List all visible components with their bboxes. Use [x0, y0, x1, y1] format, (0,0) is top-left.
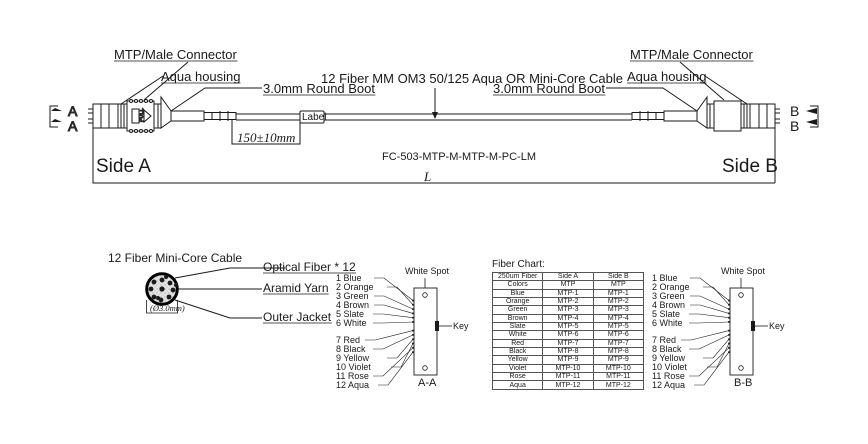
svg-text:PULL: PULL [139, 107, 145, 122]
svg-text:12 Fiber Mini-Core Cable: 12 Fiber Mini-Core Cable [108, 251, 242, 265]
svg-text:Label: Label [302, 112, 326, 123]
svg-text:150±10mm: 150±10mm [237, 130, 295, 145]
svg-text:Outer Jacket: Outer Jacket [263, 310, 332, 324]
svg-text:6 White: 6 White [336, 318, 367, 328]
svg-text:White Spot: White Spot [405, 266, 450, 276]
svg-text:MTP/Male Connector: MTP/Male Connector [114, 47, 237, 62]
svg-text:L: L [423, 169, 431, 184]
svg-text:3.0mm Round Boot: 3.0mm Round Boot [493, 81, 605, 96]
svg-text:Aqua housing: Aqua housing [627, 69, 707, 84]
svg-text:Aqua housing: Aqua housing [161, 69, 241, 84]
svg-text:A-A: A-A [418, 377, 437, 389]
svg-text:(Ø3.0mm): (Ø3.0mm) [150, 303, 185, 313]
svg-text:A: A [68, 103, 78, 119]
svg-text:Fiber Chart:: Fiber Chart: [492, 259, 545, 270]
svg-text:Side B: Side B [722, 156, 778, 177]
svg-text:Key: Key [453, 321, 469, 331]
svg-text:Side A: Side A [96, 156, 151, 177]
svg-text:MTP/Male Connector: MTP/Male Connector [630, 47, 753, 62]
svg-text:Optical Fiber * 12: Optical Fiber * 12 [263, 260, 356, 274]
svg-text:12 Aqua: 12 Aqua [336, 380, 369, 390]
svg-text:Aramid Yarn: Aramid Yarn [263, 281, 329, 295]
svg-text:B: B [790, 118, 799, 134]
svg-text:FC-503-MTP-M-MTP-M-PC-LM: FC-503-MTP-M-MTP-M-PC-LM [382, 151, 536, 163]
svg-text:A: A [68, 118, 78, 134]
svg-text:B: B [790, 103, 799, 119]
svg-text:B-B: B-B [734, 377, 752, 389]
